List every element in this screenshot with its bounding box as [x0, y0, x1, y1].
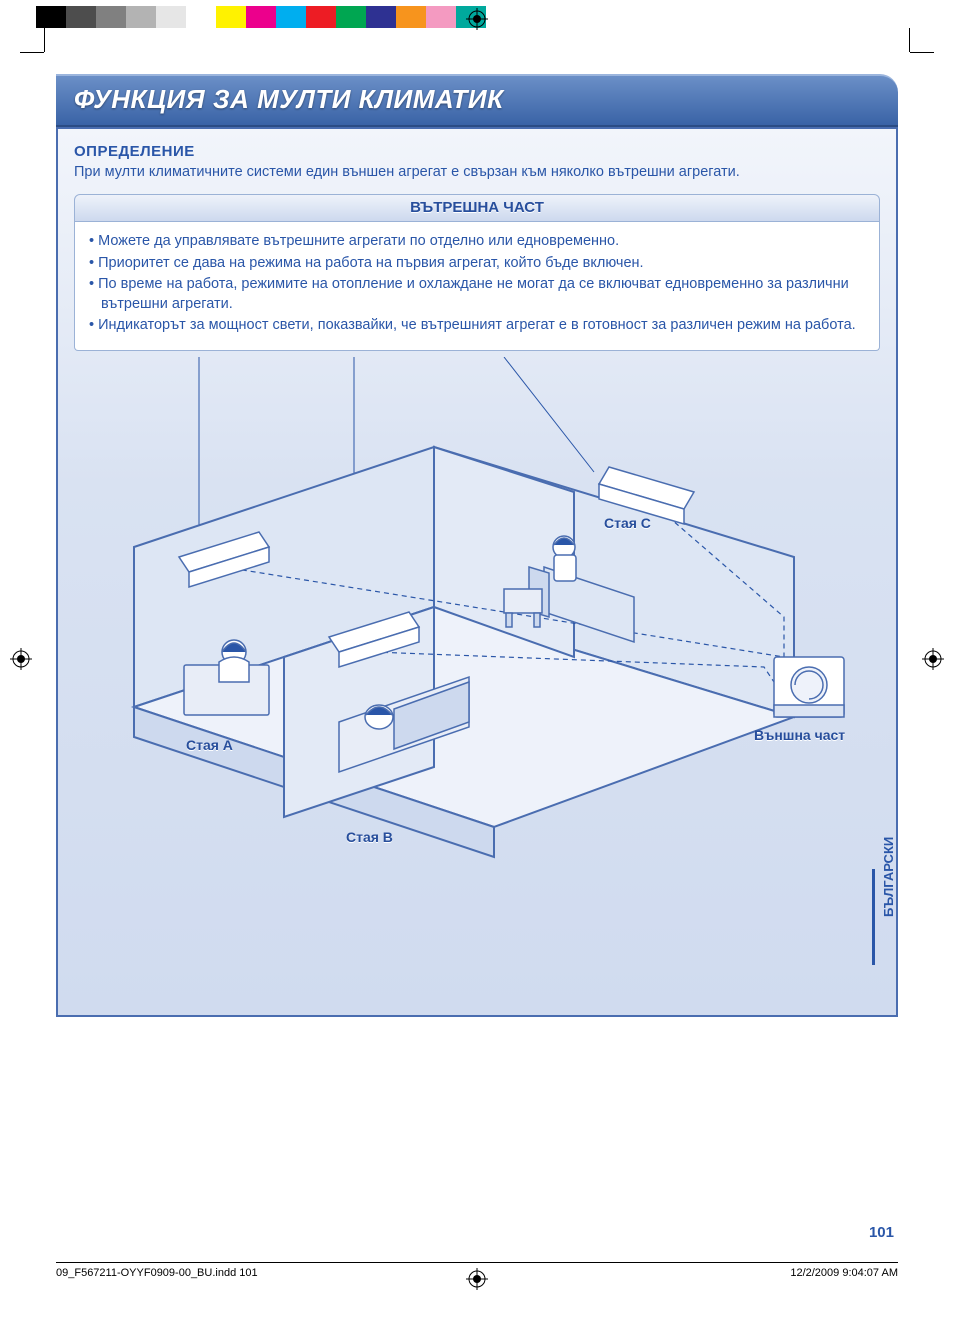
- color-swatch: [126, 6, 156, 28]
- bullet-list: Можете да управлявате вътрешните агрегат…: [89, 232, 865, 336]
- color-swatch: [66, 6, 96, 28]
- page-number: 101: [869, 1224, 894, 1241]
- footer-datetime: 12/2/2009 9:04:07 AM: [790, 1267, 898, 1279]
- crop-mark: [20, 52, 44, 53]
- registration-mark-icon: [466, 8, 488, 30]
- print-color-bar: [36, 6, 486, 28]
- color-swatch: [96, 6, 126, 28]
- diagram-svg: [74, 357, 874, 877]
- crop-mark: [44, 28, 45, 52]
- content-box: ОПРЕДЕЛЕНИЕ При мулти климатичните систе…: [56, 127, 898, 1017]
- registration-mark-icon: [10, 648, 32, 670]
- color-swatch: [366, 6, 396, 28]
- inner-section-header: ВЪТРЕШНА ЧАСТ: [74, 194, 880, 222]
- color-swatch: [216, 6, 246, 28]
- bullet-item: Индикаторът за мощност свети, показвайки…: [89, 316, 865, 336]
- bullet-item: Приоритет се дава на режима на работа на…: [89, 254, 865, 274]
- color-swatch: [36, 6, 66, 28]
- footer-filename: 09_F567211-OYYF0909-00_BU.indd 101: [56, 1267, 258, 1279]
- language-tab: БЪЛГАРСКИ: [872, 869, 898, 965]
- language-label: БЪЛГАРСКИ: [881, 837, 896, 917]
- print-footer: 09_F567211-OYYF0909-00_BU.indd 101 12/2/…: [56, 1262, 898, 1279]
- label-outdoor: Външна част: [754, 727, 845, 743]
- color-swatch: [156, 6, 186, 28]
- color-swatch: [246, 6, 276, 28]
- registration-mark-icon: [922, 648, 944, 670]
- color-swatch: [396, 6, 426, 28]
- color-swatch: [276, 6, 306, 28]
- crop-mark: [909, 28, 910, 52]
- definition-heading: ОПРЕДЕЛЕНИЕ: [74, 143, 880, 160]
- color-swatch: [426, 6, 456, 28]
- color-swatch: [186, 6, 216, 28]
- crop-mark: [910, 52, 934, 53]
- page-content: ФУНКЦИЯ ЗА МУЛТИ КЛИМАТИК ОПРЕДЕЛЕНИЕ Пр…: [56, 74, 898, 1017]
- bullet-item: По време на работа, режимите на отоплени…: [89, 275, 865, 314]
- definition-text: При мулти климатичните системи един външ…: [74, 164, 880, 180]
- bullet-item: Можете да управлявате вътрешните агрегат…: [89, 232, 865, 252]
- label-room-b: Стая B: [346, 829, 393, 845]
- label-room-c: Стая C: [604, 515, 651, 531]
- room-diagram: Стая A Стая B Стая C Външна част: [74, 357, 880, 877]
- section-title-bar: ФУНКЦИЯ ЗА МУЛТИ КЛИМАТИК: [56, 74, 898, 127]
- color-swatch: [306, 6, 336, 28]
- label-room-a: Стая A: [186, 737, 233, 753]
- inner-section-body: Можете да управлявате вътрешните агрегат…: [74, 222, 880, 351]
- section-title: ФУНКЦИЯ ЗА МУЛТИ КЛИМАТИК: [74, 84, 880, 115]
- inner-section-title: ВЪТРЕШНА ЧАСТ: [410, 199, 544, 216]
- color-swatch: [336, 6, 366, 28]
